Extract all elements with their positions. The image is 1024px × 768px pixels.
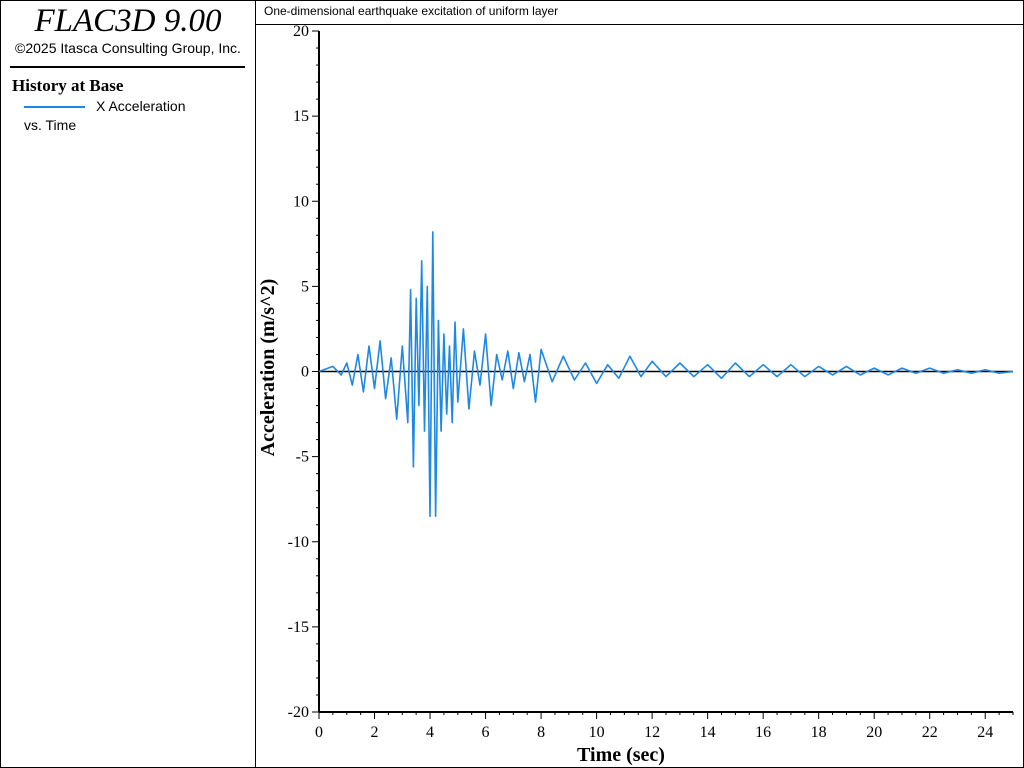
series-line-x-acceleration xyxy=(318,231,1014,518)
x-tick-label: 0 xyxy=(315,724,323,741)
y-tick-label: 10 xyxy=(293,193,309,210)
copyright-text: ©2025 Itasca Consulting Group, Inc. xyxy=(15,40,241,56)
x-tick-label: 12 xyxy=(644,724,660,741)
history-title: History at Base xyxy=(12,76,124,95)
x-tick-label: 16 xyxy=(755,724,771,741)
x-tick-label: 2 xyxy=(371,724,379,741)
y-tick-label: -10 xyxy=(288,534,309,551)
y-tick-label: 0 xyxy=(301,364,309,381)
y-tick-label: 5 xyxy=(301,278,309,295)
legend-panel: FLAC3D 9.00 ©2025 Itasca Consulting Grou… xyxy=(0,0,256,768)
plot-title: One-dimensional earthquake excitation of… xyxy=(264,4,559,18)
x-tick-label: 10 xyxy=(589,724,605,741)
y-tick-label: -15 xyxy=(288,619,309,636)
y-tick-label: -20 xyxy=(288,704,309,721)
plot-header: One-dimensional earthquake excitation of… xyxy=(256,0,1024,25)
x-tick-label: 18 xyxy=(811,724,827,741)
legend-series-line xyxy=(24,106,85,108)
x-axis-title: Time (sec) xyxy=(577,744,665,766)
x-tick-label: 8 xyxy=(537,724,545,741)
legend-series-label: X Acceleration xyxy=(96,98,186,114)
y-tick-label: 20 xyxy=(293,25,309,40)
x-tick-label: 14 xyxy=(700,724,716,741)
y-axis-title: Acceleration (m/s^2) xyxy=(257,279,279,457)
legend-vs-label: vs. Time xyxy=(24,117,77,133)
x-tick-label: 20 xyxy=(866,724,882,741)
app-title: FLAC3D 9.00 xyxy=(34,3,222,39)
x-tick-label: 6 xyxy=(482,724,490,741)
x-tick-label: 22 xyxy=(922,724,938,741)
x-tick-label: 24 xyxy=(977,724,993,741)
y-tick-label: -5 xyxy=(296,449,309,466)
legend-divider xyxy=(10,66,245,68)
x-tick-label: 4 xyxy=(426,724,434,741)
y-tick-label: 15 xyxy=(293,108,309,125)
